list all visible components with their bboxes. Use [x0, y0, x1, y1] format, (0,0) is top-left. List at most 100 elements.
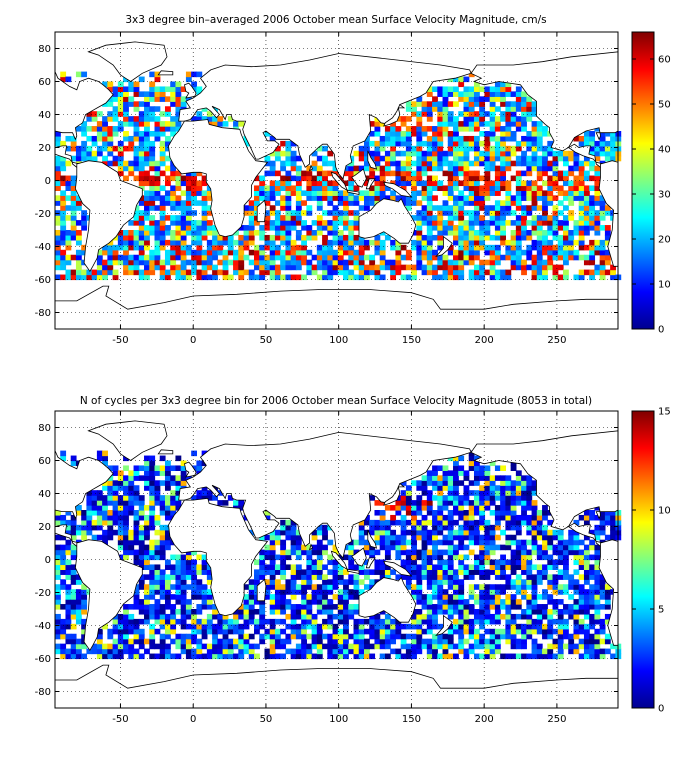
heatmap-cell	[55, 594, 61, 600]
heatmap-cell	[332, 613, 339, 620]
heatmap-cell	[568, 574, 575, 580]
heatmap-cell	[594, 534, 601, 541]
heatmap-cell	[164, 175, 171, 182]
heatmap-cell	[353, 643, 360, 650]
heatmap-cell	[149, 633, 156, 640]
heatmap-cell	[542, 574, 548, 580]
heatmap-cell	[453, 239, 459, 246]
heatmap-cell	[322, 244, 328, 251]
heatmap-cell	[437, 623, 444, 630]
heatmap-cell	[269, 653, 276, 660]
heatmap-cell	[500, 86, 506, 92]
heatmap-cell	[463, 225, 470, 231]
heatmap-cell	[159, 170, 166, 177]
heatmap-cell	[301, 259, 307, 266]
heatmap-cell	[70, 274, 77, 281]
heatmap-cell	[468, 510, 475, 516]
heatmap-cell	[117, 633, 124, 640]
heatmap-cell	[437, 131, 444, 137]
heatmap-cell	[316, 145, 323, 152]
heatmap-cell	[164, 121, 171, 127]
heatmap-cell	[81, 514, 88, 521]
heatmap-cell	[416, 200, 423, 206]
heatmap-cell	[233, 643, 239, 650]
heatmap-cell	[311, 269, 318, 276]
heatmap-cell	[447, 195, 454, 201]
heatmap-cell	[70, 215, 77, 221]
heatmap-cell	[432, 220, 438, 226]
heatmap-cell	[175, 455, 182, 462]
heatmap-cell	[353, 200, 360, 206]
heatmap-cell	[264, 633, 271, 640]
heatmap-cell	[295, 259, 302, 266]
heatmap-cell	[500, 145, 506, 152]
heatmap-cell	[494, 613, 501, 620]
heatmap-cell	[521, 633, 527, 640]
heatmap-cell	[526, 160, 533, 167]
heatmap-cell	[254, 599, 260, 605]
heatmap-cell	[437, 465, 444, 471]
heatmap-cell	[494, 205, 501, 211]
heatmap-cell	[269, 234, 276, 241]
heatmap-cell	[170, 569, 177, 575]
heatmap-cell	[65, 529, 72, 536]
heatmap-cell	[364, 269, 370, 276]
heatmap-cell	[442, 505, 449, 511]
x-tick-label: 100	[329, 335, 348, 346]
heatmap-cell	[505, 200, 512, 206]
heatmap-cell	[400, 574, 407, 580]
heatmap-cell	[348, 609, 355, 615]
heatmap-cell	[290, 140, 297, 147]
heatmap-cell	[473, 569, 480, 575]
heatmap-cell	[405, 126, 412, 132]
heatmap-cell	[442, 485, 449, 491]
heatmap-cell	[468, 244, 475, 251]
heatmap-cell	[484, 653, 491, 660]
heatmap-cell	[343, 653, 349, 660]
heatmap-cell	[432, 594, 438, 600]
heatmap-cell	[479, 190, 486, 196]
heatmap-cell	[536, 648, 543, 655]
heatmap-cell	[542, 205, 548, 211]
heatmap-cell	[144, 480, 150, 486]
heatmap-cell	[500, 96, 506, 102]
heatmap-cell	[473, 628, 480, 635]
heatmap-cell	[505, 205, 512, 211]
heatmap-cell	[542, 155, 548, 162]
heatmap-cell	[458, 604, 465, 610]
heatmap-cell	[458, 584, 465, 590]
heatmap-cell	[505, 653, 512, 660]
heatmap-cell	[521, 249, 527, 256]
heatmap-cell	[521, 121, 527, 127]
heatmap-cell	[578, 539, 585, 546]
heatmap-cell	[531, 254, 538, 261]
heatmap-cell	[405, 170, 412, 177]
heatmap-cell	[159, 244, 166, 251]
heatmap-cell	[416, 643, 423, 650]
heatmap-cell	[316, 549, 323, 556]
heatmap-cell	[453, 160, 459, 167]
heatmap-cell	[411, 648, 417, 655]
heatmap-cell	[264, 155, 271, 162]
heatmap-cell	[112, 529, 119, 536]
heatmap-cell	[274, 254, 281, 261]
heatmap-cell	[222, 500, 229, 506]
heatmap-cell	[594, 638, 601, 645]
heatmap-cell	[400, 121, 407, 127]
heatmap-cell	[484, 534, 491, 541]
heatmap-cell	[70, 455, 77, 462]
heatmap-cell	[468, 269, 475, 276]
heatmap-cell	[432, 215, 438, 221]
heatmap-cell	[542, 190, 548, 196]
heatmap-cell	[55, 648, 61, 655]
heatmap-cell	[154, 519, 161, 526]
heatmap-cell	[306, 190, 313, 196]
heatmap-cell	[505, 495, 512, 501]
heatmap-cell	[515, 599, 522, 605]
heatmap-cell	[426, 475, 433, 481]
heatmap-cell	[594, 145, 601, 152]
heatmap-cell	[248, 648, 255, 655]
heatmap-cell	[138, 175, 145, 182]
heatmap-cell	[285, 599, 292, 605]
heatmap-cell	[442, 106, 449, 112]
